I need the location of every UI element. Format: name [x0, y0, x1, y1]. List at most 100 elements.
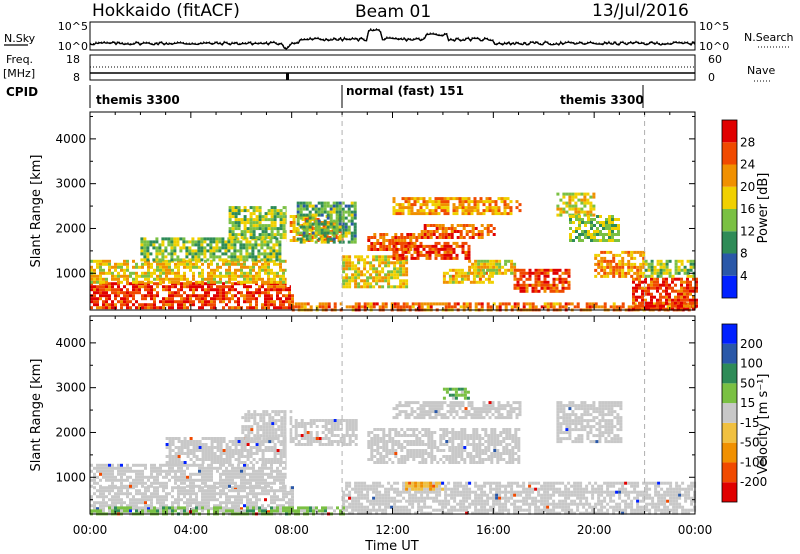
heatmap-cell — [258, 484, 261, 488]
heatmap-cell — [276, 280, 279, 284]
heatmap-cell — [593, 218, 596, 221]
heatmap-cell — [285, 280, 288, 284]
heatmap-cell — [572, 230, 575, 233]
heatmap-cell — [454, 271, 458, 275]
heatmap-cell — [410, 244, 414, 248]
heatmap-cell — [594, 302, 598, 306]
heatmap-cell — [270, 212, 274, 216]
heatmap-cell — [249, 271, 252, 275]
heatmap-cell — [659, 286, 662, 290]
heatmap-cell — [270, 215, 274, 219]
heatmap-cell — [255, 303, 258, 307]
heatmap-cell — [522, 280, 526, 284]
heatmap-cell — [549, 268, 553, 272]
heatmap-cell — [611, 215, 614, 218]
heatmap-cell — [153, 277, 156, 281]
heatmap-cell — [590, 233, 593, 236]
heatmap-cell — [351, 431, 355, 434]
heatmap-cell — [345, 499, 349, 503]
heatmap-cell — [641, 289, 644, 293]
heatmap-cell — [135, 277, 138, 281]
heatmap-cell — [243, 466, 246, 470]
heatmap-cell — [630, 250, 634, 254]
heatmap-cell — [102, 291, 105, 295]
heatmap-cell — [237, 461, 241, 464]
heatmap-cell — [372, 305, 376, 309]
heatmap-cell — [195, 463, 198, 467]
heatmap-cell — [258, 285, 261, 289]
heatmap-cell — [258, 212, 262, 216]
heatmap-cell — [240, 495, 243, 499]
heatmap-cell — [639, 250, 643, 254]
cpid-segment-1: themis 3300 — [96, 93, 180, 107]
heatmap-cell — [367, 239, 371, 242]
heatmap-cell — [99, 463, 102, 467]
heatmap-cell — [531, 271, 535, 275]
heatmap-cell — [434, 256, 438, 260]
heatmap-cell — [267, 268, 270, 272]
heatmap-cell — [165, 288, 168, 292]
heatmap-cell — [266, 258, 270, 262]
heatmap-cell — [201, 458, 205, 461]
heatmap-cell — [308, 210, 312, 214]
heatmap-cell — [656, 298, 659, 302]
heatmap-cell — [477, 262, 481, 266]
heatmap-cell — [213, 446, 217, 449]
heatmap-cell — [126, 288, 129, 292]
heatmap-cell — [282, 280, 285, 284]
heatmap-cell — [680, 277, 683, 281]
heatmap-cell — [206, 237, 210, 241]
heatmap-cell — [593, 224, 596, 227]
heatmap-cell — [180, 443, 184, 446]
heatmap-cell — [171, 294, 174, 298]
heatmap-cell — [171, 300, 174, 304]
heatmap-region — [556, 192, 596, 217]
heatmap-cell — [540, 268, 544, 272]
heatmap-cell — [153, 297, 156, 301]
heatmap-cell — [401, 241, 405, 245]
heatmap-cell — [348, 440, 352, 443]
heatmap-cell — [186, 484, 189, 488]
heatmap-cell — [258, 472, 261, 476]
heatmap-cell — [138, 288, 141, 292]
heatmap-cell — [617, 224, 620, 227]
heatmap-cell — [354, 267, 358, 271]
heatmap-cell — [489, 305, 493, 309]
heatmap-cell — [451, 277, 455, 281]
heatmap-cell — [264, 280, 267, 284]
heatmap-cell — [198, 489, 201, 493]
heatmap-cell — [479, 212, 483, 216]
heatmap-cell — [240, 501, 243, 505]
heatmap-cell — [650, 277, 653, 281]
heatmap-cell — [485, 209, 489, 213]
heatmap-cell — [262, 437, 266, 441]
heatmap-cell — [333, 302, 337, 306]
heatmap-cell — [111, 498, 114, 502]
heatmap-cell — [443, 253, 447, 257]
heatmap-cell — [114, 297, 117, 301]
heatmap-cell — [189, 265, 192, 269]
heatmap-cell — [561, 283, 565, 287]
heatmap-cell — [258, 481, 261, 485]
heatmap-cell — [423, 230, 427, 233]
heatmap-cell — [146, 258, 150, 262]
heatmap-cell — [395, 241, 399, 245]
heatmap-cell — [594, 262, 598, 266]
heatmap-cell — [614, 227, 617, 230]
heatmap-cell — [600, 268, 604, 272]
heatmap-cell — [177, 475, 180, 479]
heatmap-cell — [102, 486, 105, 490]
heatmap-cell — [237, 227, 241, 231]
heatmap-cell — [117, 294, 120, 298]
heatmap-cell — [201, 437, 205, 440]
heatmap-cell — [210, 492, 213, 496]
heatmap-cell — [252, 294, 255, 298]
heatmap-cell — [596, 233, 599, 236]
heatmap-cell — [111, 463, 114, 467]
heatmap-cell — [255, 492, 258, 496]
heatmap-cell — [376, 248, 380, 251]
heatmap-cell — [162, 306, 165, 310]
heatmap-cell — [243, 224, 247, 228]
heatmap-cell — [392, 209, 396, 213]
heatmap-cell — [407, 197, 411, 201]
